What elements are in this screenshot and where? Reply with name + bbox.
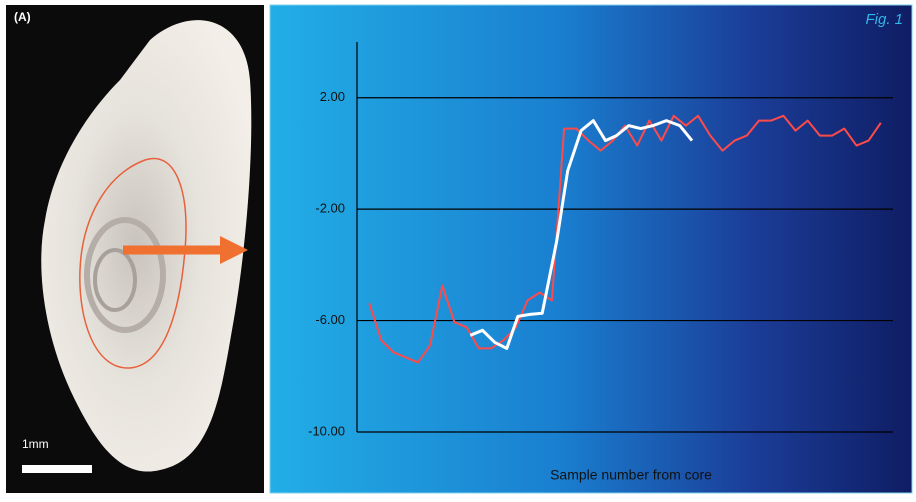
y-tick-label: -10.00 [308,423,345,438]
otolith-outline [79,157,187,369]
growth-ring [93,248,137,312]
y-tick-label: -6.00 [315,312,345,327]
chart-background [269,4,913,494]
y-tick-label: -2.00 [315,201,345,216]
y-tick-label: 2.00 [320,89,345,104]
panel-label: (A) [14,10,31,24]
data-line [469,119,694,350]
growth-ring [84,217,166,333]
fig-label: Fig. 1 [865,11,903,28]
x-axis-label: Sample number from core [550,467,712,483]
scale-bar [22,465,92,473]
arrow-head [220,236,248,264]
data-line [368,114,882,364]
scale-label: 1mm [22,437,49,451]
